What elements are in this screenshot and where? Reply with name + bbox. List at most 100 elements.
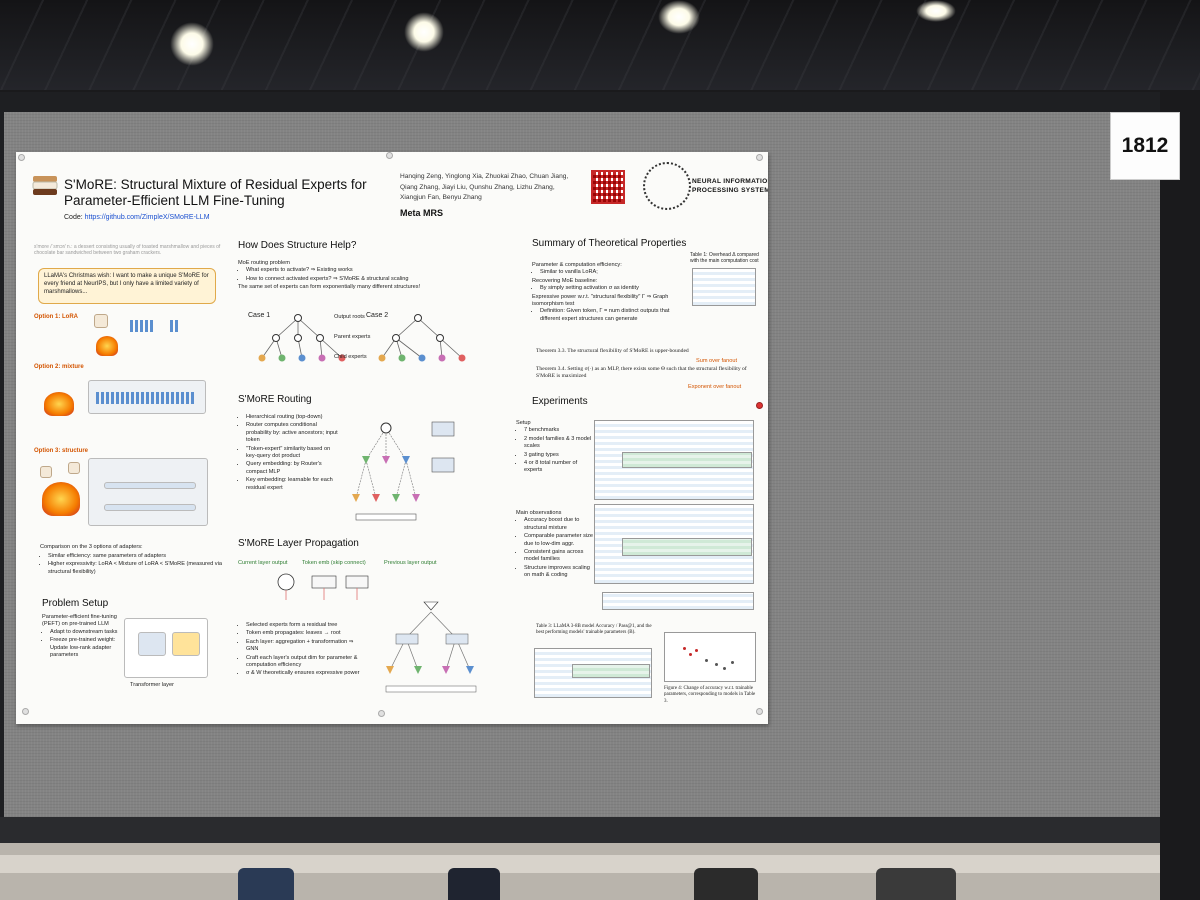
routing-item: Query embedding: by Router's compact MLP: [246, 461, 342, 476]
results-table: [602, 592, 754, 610]
comparison-heading: Comparison on the 3 options of adapters:: [40, 544, 143, 550]
ceiling-light: [170, 22, 214, 66]
routing-item: Hierarchical routing (top-down): [246, 414, 342, 421]
qr-code-icon: [591, 170, 625, 204]
option2-label: Option 2: mixture: [34, 364, 84, 370]
setup-label: Setup: [516, 420, 531, 426]
smore-logo-icon: [32, 176, 58, 195]
results-table-highlight: [622, 538, 752, 556]
lora-matrix-icon: [170, 320, 178, 332]
lora-matrix-icon: [96, 392, 194, 404]
observation-item: Accuracy boost due to structural mixture: [524, 517, 594, 532]
problem-setup-item: Adapt to downstream tasks: [50, 629, 120, 636]
smore-definition: s'more /ˈsmɔr/ n.: a dessert consisting …: [34, 244, 221, 257]
code-label: Code:: [64, 214, 83, 221]
problem-setup-heading: Problem Setup: [42, 598, 109, 609]
propagation-item: Craft each layer's output dim for parame…: [246, 655, 360, 670]
propagation-item: Token emb propagates: leaves → root: [246, 630, 360, 637]
scatter-point: [715, 663, 718, 666]
lora-matrix-icon: [130, 320, 153, 332]
comparison-item: Similar efficiency: same parameters of a…: [48, 553, 230, 560]
theory-note-sum: Sum over fanout: [696, 358, 738, 364]
layer-propagation-diagram: [385, 601, 477, 693]
setup-item: 4 or 8 total number of experts: [524, 460, 594, 475]
wish-speech-bubble: LLaMA's Christmas wish: I want to make a…: [38, 268, 216, 304]
routing-item: Key embedding: learnable for each residu…: [246, 477, 342, 492]
option1-label: Option 1: LoRA: [34, 314, 78, 320]
transformer-layer-label: Transformer layer: [130, 682, 174, 688]
ceiling-light: [916, 0, 956, 22]
smore-structure-panel: [88, 458, 208, 526]
booth-number: 1812: [1121, 134, 1169, 157]
expert-tree-diagram: [378, 314, 466, 362]
booth-number-card: 1812: [1110, 112, 1180, 180]
board-bottom-rail: [0, 817, 1160, 843]
tree-legend-parent: Parent experts: [334, 334, 371, 340]
overhead-table-caption: Table 1: Overhead Δ compared with the ma…: [690, 252, 759, 264]
structural-gating-bar: [104, 504, 196, 511]
option3-label: Option 3: structure: [34, 448, 89, 454]
case1-label: Case 1: [248, 312, 271, 319]
theorem-3-4: Theorem 3.4. Setting σ(·) as an MLP, the…: [536, 366, 747, 380]
propagation-item: Selected experts form a residual tree: [246, 622, 360, 629]
figure4-caption: Figure 4: Change of accuracy w.r.t. trai…: [664, 686, 756, 704]
push-pin: [756, 402, 763, 409]
routing-list: Hierarchical routing (top-down) Router c…: [238, 414, 342, 493]
theory-item: Definition: Given token, Γ = num distinc…: [540, 308, 684, 323]
scatter-point: [723, 667, 726, 670]
tree-legend-child: Child experts: [334, 354, 367, 360]
propagation-label: Previous layer output: [384, 560, 437, 566]
scatter-point: [683, 647, 686, 650]
theory-note-exponent: Exponent over fanout: [688, 384, 742, 390]
observations-label: Main observations: [516, 510, 562, 516]
structure-text: MoE routing problem What experts to acti…: [238, 260, 518, 292]
comparison-list: Similar efficiency: same parameters of a…: [40, 553, 230, 577]
theory-item: Similar to vanilla LoRA;: [540, 269, 684, 276]
observation-item: Comparable parameter size due to low-dim…: [524, 533, 594, 548]
push-pin: [378, 710, 385, 717]
marshmallow-icon: [68, 462, 80, 474]
table3-highlight: [572, 664, 650, 678]
push-pin: [756, 154, 763, 161]
setup-item: 7 benchmarks: [524, 427, 594, 434]
case2-label: Case 2: [366, 312, 389, 319]
propagation-label: Current layer output: [238, 560, 288, 566]
overhead-table: [692, 268, 756, 306]
structure-item: What experts to activate? ⇒ Existing wor…: [246, 267, 518, 274]
visitor: [694, 868, 758, 900]
board-post: [1160, 92, 1200, 900]
experiments-heading: Experiments: [532, 396, 588, 407]
push-pin: [756, 708, 763, 715]
routing-diagram: [352, 421, 455, 521]
observation-item: Consistent gains across model families: [524, 549, 594, 564]
theory-item: By simply setting activation σ as identi…: [540, 285, 684, 292]
observation-item: Structure improves scaling on math & cod…: [524, 565, 594, 580]
adapter-box: [172, 632, 200, 656]
comparison-item: Higher expressivity: LoRA < Mixture of L…: [48, 561, 230, 576]
code-url-link[interactable]: https://github.com/ZimpleX/SMoRE-LLM: [84, 214, 210, 221]
author-list: Hanqing Zeng, Yinglong Xia, Zhuokai Zhao…: [400, 173, 569, 201]
experiments-observations: Main observations Accuracy boost due to …: [516, 510, 594, 581]
propagation-item: σ & W theoretically ensures expressive p…: [246, 670, 360, 677]
problem-setup-list: Parameter-efficient fine-tuning (PEFT) o…: [42, 614, 120, 660]
routing-item: Router computes conditional probability …: [246, 422, 342, 444]
theory-line: Parameter & computation efficiency:: [532, 262, 622, 268]
expert-tree-diagram: [258, 314, 346, 362]
push-pin: [386, 152, 393, 159]
structure-line: MoE routing problem: [238, 260, 290, 266]
visitor: [238, 868, 294, 900]
theorem-3-3: Theorem 3.3. The structural flexibility …: [536, 348, 689, 354]
marshmallow-icon: [40, 466, 52, 478]
structural-gating-bar: [104, 482, 196, 489]
results-table-highlight: [622, 452, 752, 468]
tree-legend-output: Output roots: [334, 314, 365, 320]
table3-caption: Table 3: LLaMA 3-8B model Accuracy / Pas…: [536, 624, 652, 636]
campfire-icon: [96, 336, 118, 356]
floor-ledge: [0, 855, 1160, 873]
neurips-logo-icon: [643, 162, 691, 210]
propagation-list: Selected experts form a residual tree To…: [238, 622, 360, 679]
problem-setup-item: Parameter-efficient fine-tuning (PEFT) o…: [42, 614, 117, 628]
propagation-label: Token emb (skip connect): [302, 560, 366, 566]
push-pin: [18, 154, 25, 161]
theory-line: Expressive power w.r.t. "structural flex…: [532, 293, 669, 308]
